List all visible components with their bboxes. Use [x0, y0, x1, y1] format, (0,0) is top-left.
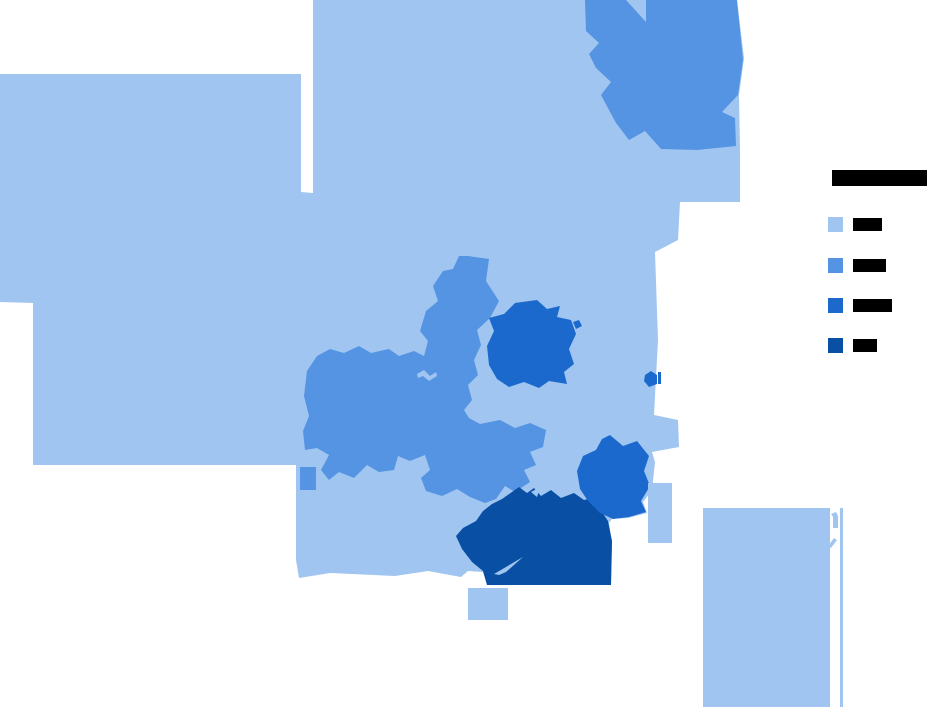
map-region-inset-islet-2[interactable] [828, 538, 837, 548]
map-region-inset-area[interactable] [703, 508, 830, 707]
map-region-north-east-province[interactable] [585, 0, 743, 150]
map-region-inset-border-line[interactable] [840, 508, 843, 707]
legend-title-redacted [832, 170, 927, 186]
map-region-east-central-province[interactable] [487, 300, 576, 388]
legend-label-redacted-3 [853, 299, 892, 312]
legend-label-redacted-2 [853, 259, 886, 272]
map-region-mainland[interactable] [0, 0, 744, 585]
map-region-small-west-district[interactable] [300, 467, 316, 490]
map-region-south-coast-district[interactable] [468, 588, 508, 620]
map-region-central-province[interactable] [303, 256, 546, 503]
map-region-east-coast-district[interactable] [648, 483, 672, 543]
legend-swatch-c2 [828, 258, 843, 273]
map-region-east-coast-dot-bar[interactable] [658, 372, 661, 384]
legend-swatch-c1 [828, 217, 843, 232]
legend-swatch-c3 [828, 298, 843, 313]
map-region-central-border-crack[interactable] [417, 370, 437, 381]
map-region-east-coast-dot[interactable] [644, 371, 657, 387]
map-region-south-province[interactable] [456, 487, 612, 585]
map-region-south-province-top-notch[interactable] [531, 487, 540, 497]
legend-swatch-c4 [828, 338, 843, 353]
legend-label-redacted-4 [853, 339, 877, 352]
map-region-south-province-notch[interactable] [494, 557, 523, 575]
map-region-east-central-islet[interactable] [573, 320, 582, 329]
legend-label-redacted-1 [853, 218, 882, 231]
map-region-inset-islet-1[interactable] [831, 512, 838, 528]
map-region-south-east-province[interactable] [577, 435, 650, 519]
